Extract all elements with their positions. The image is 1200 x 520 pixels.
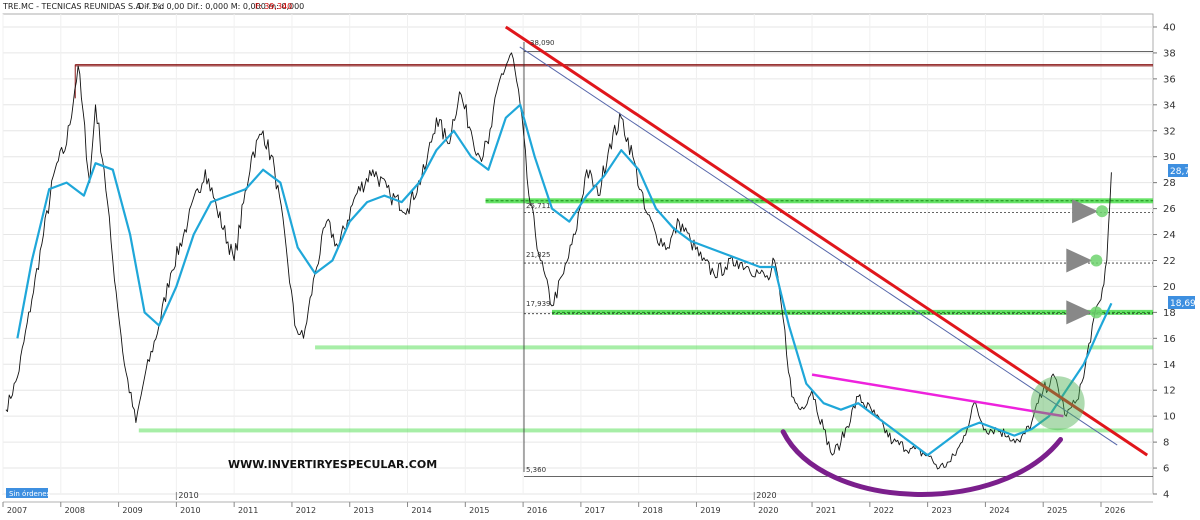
breakout-circle bbox=[1030, 376, 1085, 431]
x-tick-label: 2024 bbox=[989, 506, 1009, 515]
period-marker-label: 2010 bbox=[178, 491, 198, 500]
y-axis: 4 6 8 10 12 14 16 18 20 22 24 26 28 30 32 34 36 38 40 bbox=[1153, 22, 1176, 501]
ma-price-badge bbox=[1168, 296, 1195, 309]
downtrend-companion-line bbox=[519, 46, 1118, 446]
y-tick-label: 4 bbox=[1163, 490, 1169, 501]
arrow-marker bbox=[1066, 300, 1093, 325]
x-tick-label: 2014 bbox=[411, 506, 431, 515]
price-line bbox=[5, 52, 1112, 470]
x-axis: 2007 2008 2009 2010 2011 2012 2013 2014 2015 2016… bbox=[2, 491, 1125, 515]
y-tick-label: 12 bbox=[1163, 386, 1176, 397]
level-label-low: 5,360 bbox=[526, 466, 546, 474]
level-label-21825: 21,825 bbox=[526, 251, 551, 259]
y-tick-label: 30 bbox=[1163, 152, 1176, 163]
x-tick-label: 2007 bbox=[7, 506, 27, 515]
x-tick-label: 2025 bbox=[1047, 506, 1067, 515]
y-tick-label: 18 bbox=[1163, 308, 1176, 319]
orders-button[interactable] bbox=[6, 488, 48, 498]
magenta-trendline bbox=[811, 373, 1064, 418]
x-tick-label: 2017 bbox=[585, 506, 605, 515]
last-price-badge bbox=[1168, 164, 1188, 177]
y-tick-label: 34 bbox=[1163, 100, 1176, 111]
moving-average-line bbox=[16, 103, 1113, 457]
y-tick-label: 14 bbox=[1163, 360, 1176, 371]
x-tick-label: 2013 bbox=[354, 506, 374, 515]
y-tick-label: 36 bbox=[1163, 74, 1176, 85]
arrow-marker bbox=[1072, 199, 1099, 224]
y-tick-label: 8 bbox=[1163, 438, 1169, 449]
x-tick-label: 2016 bbox=[527, 506, 547, 515]
arrow-marker bbox=[1066, 248, 1093, 273]
support-zones bbox=[138, 198, 1153, 433]
last-price-badge-text: 28,76 bbox=[1170, 167, 1196, 177]
y-tick-label: 28 bbox=[1163, 178, 1176, 189]
series-layer bbox=[5, 52, 1113, 470]
level-label-25711: 25,711 bbox=[526, 202, 551, 210]
x-tick-label: 2022 bbox=[874, 506, 894, 515]
stats-text: Dif. %: 0,00 Dif.: 0,000 M: 0,000 m: 0,0… bbox=[138, 2, 304, 11]
y-tick-label: 32 bbox=[1163, 126, 1176, 137]
price-label: F: 39,340 bbox=[255, 2, 292, 11]
ma-price-badge-text: 18,692 bbox=[1170, 299, 1200, 309]
x-tick-label: 2012 bbox=[296, 506, 316, 515]
y-tick-label: 24 bbox=[1163, 230, 1176, 241]
orders-button-label: Sin órdenes bbox=[9, 490, 51, 498]
y-tick-label: 38 bbox=[1163, 48, 1176, 59]
x-tick-label: 2019 bbox=[700, 506, 720, 515]
arrow-target-dot bbox=[1090, 306, 1103, 319]
y-tick-label: 26 bbox=[1163, 204, 1176, 215]
support-zone bbox=[138, 428, 1153, 433]
y-tick-label: 6 bbox=[1163, 464, 1169, 475]
y-tick-label: 40 bbox=[1163, 22, 1176, 33]
x-tick-label: 2026 bbox=[1105, 506, 1125, 515]
y-tick-label: 10 bbox=[1163, 412, 1176, 423]
arrow-target-dot bbox=[1096, 205, 1109, 218]
horizontal-levels bbox=[74, 51, 1153, 477]
support-zone bbox=[315, 345, 1153, 350]
arrow-target-dot bbox=[1090, 254, 1103, 267]
x-tick-label: 2020 bbox=[758, 506, 778, 515]
y-tick-label: 16 bbox=[1163, 334, 1176, 345]
level-label-17939: 17,939 bbox=[526, 300, 551, 308]
x-tick-label: 2021 bbox=[816, 506, 836, 515]
level-label-high: 38,090 bbox=[530, 39, 555, 47]
x-tick-label: 2010 bbox=[180, 506, 200, 515]
watermark-text: WWW.INVERTIRYESPECULAR.COM bbox=[228, 458, 437, 471]
downtrend-line bbox=[504, 25, 1149, 457]
x-tick-label: 2018 bbox=[642, 506, 662, 515]
x-tick-label: 2015 bbox=[469, 506, 489, 515]
overlays bbox=[504, 25, 1149, 497]
x-tick-label: 2023 bbox=[931, 506, 951, 515]
y-tick-label: 20 bbox=[1163, 282, 1176, 293]
base-arc bbox=[780, 429, 1064, 497]
support-zone bbox=[485, 198, 1153, 204]
x-tick-label: 2011 bbox=[238, 506, 258, 515]
period-marker-label: 2020 bbox=[756, 491, 776, 500]
ticker-title: TRE.MC - TECNICAS REUNIDAS S.A. - 1 d bbox=[2, 2, 164, 11]
y-tick-label: 22 bbox=[1163, 256, 1176, 267]
x-tick-label: 2008 bbox=[65, 506, 85, 515]
x-tick-label: 2009 bbox=[122, 506, 142, 515]
